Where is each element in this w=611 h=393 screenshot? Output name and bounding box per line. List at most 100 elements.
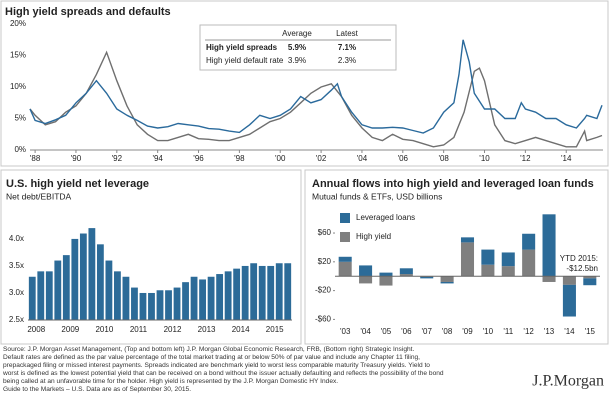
bar bbox=[37, 271, 45, 320]
x-tick-label: '03 bbox=[340, 327, 351, 336]
legend-label: High yield spreads bbox=[206, 43, 278, 52]
bar bbox=[122, 276, 130, 320]
legend-label: High yield bbox=[356, 232, 391, 241]
annotation: YTD 2015: bbox=[560, 254, 598, 263]
bar bbox=[267, 265, 275, 320]
y-tick-label: 3.5x bbox=[9, 261, 24, 270]
bar-segment bbox=[399, 268, 413, 275]
bar-segment bbox=[522, 249, 536, 277]
bar bbox=[54, 260, 62, 320]
y-tick-label: 0% bbox=[14, 145, 26, 154]
bar bbox=[190, 276, 198, 320]
bar-segment bbox=[359, 265, 373, 277]
bar-segment bbox=[481, 264, 495, 277]
x-tick-label: 2008 bbox=[27, 325, 45, 334]
bar bbox=[139, 292, 147, 320]
table-value: 7.1% bbox=[338, 43, 356, 52]
table-header: Latest bbox=[336, 29, 359, 38]
bar-segment bbox=[542, 214, 556, 277]
bar bbox=[114, 271, 121, 320]
x-tick-label: '04 bbox=[357, 154, 368, 163]
x-tick-label: 2013 bbox=[198, 325, 216, 334]
footnote: worst is defined as the lowest potential… bbox=[2, 370, 444, 377]
bar-segment bbox=[440, 276, 454, 282]
bar bbox=[79, 233, 87, 320]
x-tick-label: '88 bbox=[30, 154, 41, 163]
annotation: -$12.5bn bbox=[566, 264, 598, 273]
bar bbox=[28, 276, 36, 320]
bar bbox=[233, 268, 241, 320]
bar-segment bbox=[460, 242, 475, 277]
legend-label: Leveraged loans bbox=[356, 213, 415, 222]
table-value: 2.3% bbox=[338, 56, 356, 65]
bar bbox=[156, 290, 164, 320]
x-tick-label: 2014 bbox=[232, 325, 250, 334]
bar bbox=[96, 244, 104, 320]
bar-segment bbox=[562, 276, 576, 285]
bar-segment bbox=[359, 276, 373, 284]
x-tick-label: '13 bbox=[544, 327, 555, 336]
y-tick-label: 10% bbox=[10, 82, 26, 91]
x-tick-label: '06 bbox=[398, 154, 409, 163]
table-value: 3.9% bbox=[288, 56, 306, 65]
right-panel bbox=[304, 169, 609, 345]
bar bbox=[173, 287, 181, 320]
bar-segment bbox=[338, 261, 352, 277]
y-tick-label: 4.0x bbox=[9, 234, 24, 243]
footnote: Guide to the Markets – U.S. Data are as … bbox=[3, 386, 191, 393]
x-tick-label: '02 bbox=[316, 154, 327, 163]
bar-segment bbox=[542, 276, 556, 282]
bar bbox=[224, 271, 232, 320]
x-tick-label: '98 bbox=[234, 154, 245, 163]
chart-subtitle: Net debt/EBITDA bbox=[6, 191, 72, 201]
x-tick-label: 2011 bbox=[130, 325, 148, 334]
series-line bbox=[29, 50, 603, 148]
bar-segment bbox=[420, 276, 434, 279]
bar bbox=[62, 255, 70, 320]
x-tick-label: '08 bbox=[438, 154, 449, 163]
y-tick-label: -$60 bbox=[315, 315, 332, 324]
table-value: 5.9% bbox=[288, 43, 306, 52]
bar bbox=[275, 263, 283, 320]
y-tick-label: 5% bbox=[14, 114, 26, 123]
bar bbox=[199, 279, 206, 320]
bar bbox=[148, 292, 155, 320]
x-tick-label: '04 bbox=[360, 327, 371, 336]
bar bbox=[131, 287, 138, 320]
legend-swatch bbox=[340, 213, 350, 223]
x-tick-label: '08 bbox=[442, 327, 453, 336]
bar-segment bbox=[501, 252, 515, 267]
y-tick-label: 20% bbox=[10, 19, 26, 28]
bar bbox=[241, 265, 249, 320]
x-tick-label: '90 bbox=[71, 154, 82, 163]
bar-segment bbox=[583, 276, 597, 279]
bar-segment bbox=[562, 284, 576, 317]
x-tick-label: '96 bbox=[193, 154, 204, 163]
bar-segment bbox=[583, 278, 597, 286]
chart-subtitle: Mutual funds & ETFs, USD billions bbox=[312, 191, 442, 201]
x-tick-label: '10 bbox=[483, 327, 494, 336]
x-tick-label: '07 bbox=[422, 327, 433, 336]
bar bbox=[250, 263, 258, 320]
x-tick-label: 2010 bbox=[95, 325, 113, 334]
logo: J.P.Morgan bbox=[532, 373, 604, 390]
x-tick-label: '06 bbox=[401, 327, 412, 336]
x-tick-label: '09 bbox=[462, 327, 473, 336]
x-tick-label: 2009 bbox=[61, 325, 79, 334]
bar-segment bbox=[501, 266, 515, 277]
x-tick-label: '05 bbox=[381, 327, 392, 336]
x-tick-label: 2012 bbox=[164, 325, 182, 334]
x-tick-label: '00 bbox=[275, 154, 286, 163]
bar bbox=[165, 290, 172, 320]
footnote: being called at an unfavorable time for … bbox=[3, 378, 338, 385]
table-header: Average bbox=[282, 29, 312, 38]
bar-segment bbox=[481, 249, 495, 265]
bar bbox=[88, 228, 96, 320]
x-tick-label: '12 bbox=[523, 327, 534, 336]
bar-segment bbox=[338, 256, 352, 262]
chart-title: High yield spreads and defaults bbox=[5, 6, 171, 18]
bar-segment bbox=[460, 237, 475, 243]
y-tick-label: $60 bbox=[318, 228, 332, 237]
bar bbox=[182, 282, 189, 320]
